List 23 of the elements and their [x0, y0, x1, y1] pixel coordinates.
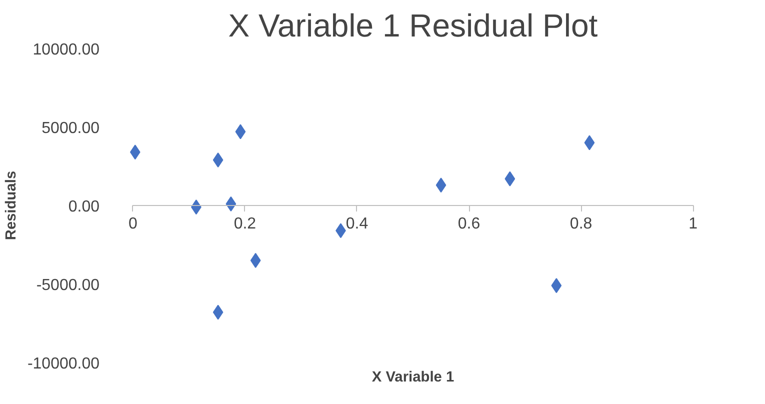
- point: [212, 304, 224, 320]
- y-tick-label: -5000.00: [36, 277, 100, 294]
- y-tick-label: 10000.00: [32, 42, 100, 58]
- point: [436, 178, 446, 193]
- point: [212, 152, 224, 168]
- y-axis-title: Residuals: [3, 170, 20, 240]
- x-tick-label: 0.4: [346, 216, 368, 232]
- x-tick-label: 0.2: [234, 216, 256, 232]
- x-tick-label: 0.6: [458, 216, 480, 232]
- x-tick-label: 0.8: [570, 216, 592, 232]
- x-tick-label: 1: [688, 216, 698, 232]
- y-tick-label: -10000.00: [27, 356, 100, 372]
- point: [504, 171, 516, 186]
- point: [235, 124, 246, 140]
- x-tick-label: 0: [128, 216, 138, 232]
- chart-title: X Variable 1 Residual Plot: [228, 8, 598, 44]
- x-axis-title: X Variable 1: [372, 370, 454, 386]
- y-tick-label: 0.00: [68, 198, 100, 216]
- point: [130, 144, 140, 160]
- point: [250, 252, 261, 268]
- y-tick-label: 5000.00: [42, 120, 100, 137]
- point: [584, 135, 595, 150]
- point: [551, 278, 562, 294]
